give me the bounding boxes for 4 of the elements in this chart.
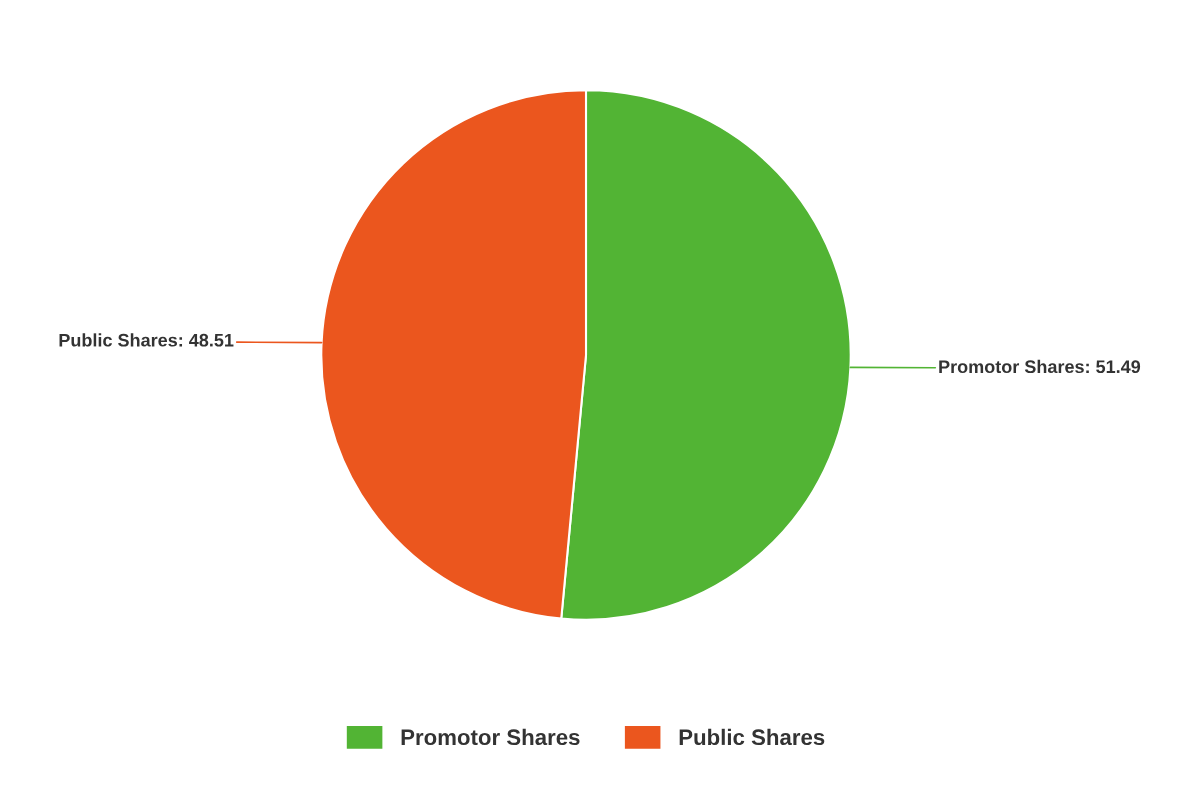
data-label: Public Shares: 48.51	[59, 333, 234, 347]
legend-label: Promotor Shares	[401, 728, 580, 746]
data-label: Promotor Shares: 51.49	[939, 359, 1141, 374]
legend-label: Public Shares	[679, 728, 825, 746]
